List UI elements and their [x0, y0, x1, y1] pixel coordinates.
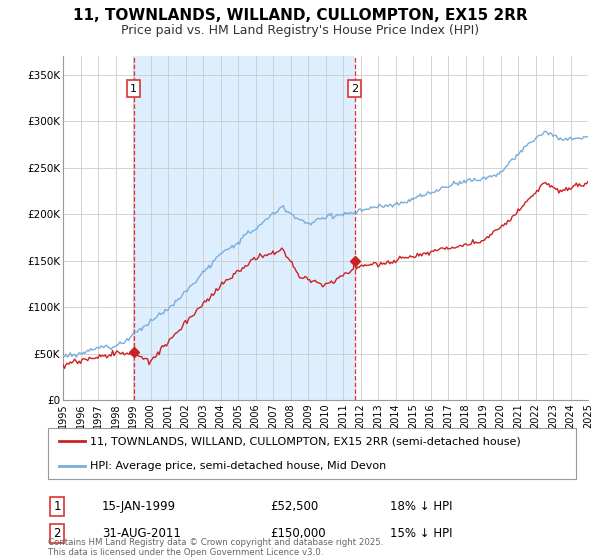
Text: 18% ↓ HPI: 18% ↓ HPI	[390, 500, 452, 514]
Text: 11, TOWNLANDS, WILLAND, CULLOMPTON, EX15 2RR: 11, TOWNLANDS, WILLAND, CULLOMPTON, EX15…	[73, 8, 527, 24]
Text: 11, TOWNLANDS, WILLAND, CULLOMPTON, EX15 2RR (semi-detached house): 11, TOWNLANDS, WILLAND, CULLOMPTON, EX15…	[90, 436, 521, 446]
Text: £150,000: £150,000	[270, 526, 326, 540]
Text: Price paid vs. HM Land Registry's House Price Index (HPI): Price paid vs. HM Land Registry's House …	[121, 24, 479, 37]
Text: 15% ↓ HPI: 15% ↓ HPI	[390, 526, 452, 540]
Text: Contains HM Land Registry data © Crown copyright and database right 2025.
This d: Contains HM Land Registry data © Crown c…	[48, 538, 383, 557]
FancyBboxPatch shape	[48, 428, 576, 479]
Text: 31-AUG-2011: 31-AUG-2011	[102, 526, 181, 540]
Bar	[134, 56, 355, 400]
Text: 1: 1	[130, 83, 137, 94]
Text: 2: 2	[53, 526, 61, 540]
Text: 15-JAN-1999: 15-JAN-1999	[102, 500, 176, 514]
Text: £52,500: £52,500	[270, 500, 318, 514]
Text: 2: 2	[351, 83, 358, 94]
Text: 1: 1	[53, 500, 61, 514]
Text: HPI: Average price, semi-detached house, Mid Devon: HPI: Average price, semi-detached house,…	[90, 461, 386, 471]
